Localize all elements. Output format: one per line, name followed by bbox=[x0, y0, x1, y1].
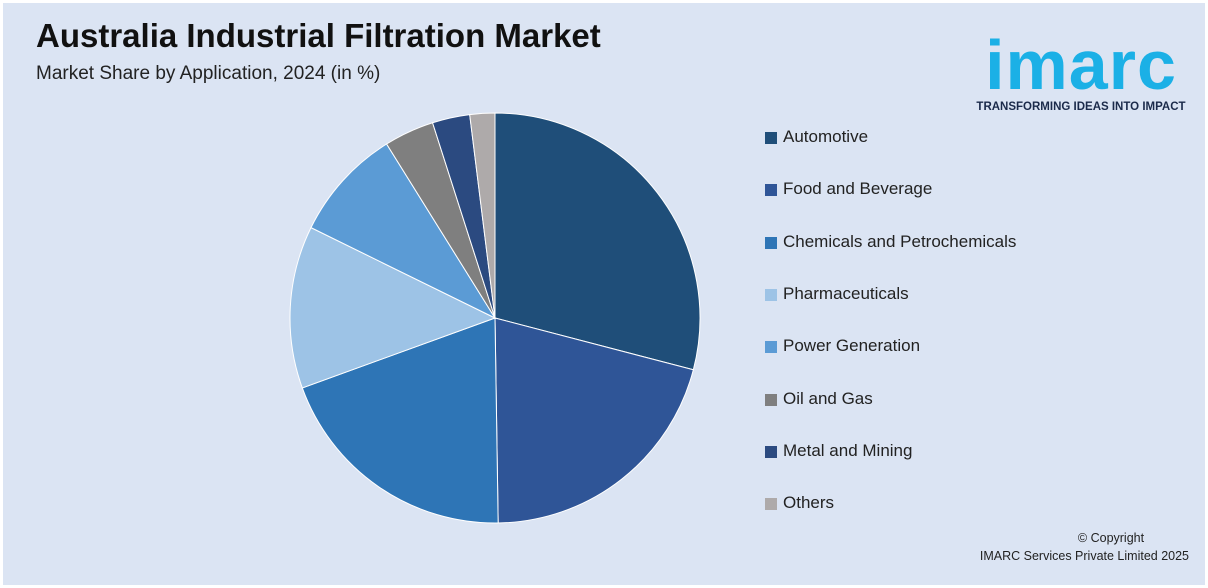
pie-slice-automotive bbox=[494, 112, 701, 371]
pie-slice-power-generation bbox=[310, 143, 497, 320]
pie-slice-pharmaceuticals bbox=[289, 226, 497, 389]
pie-slice-others bbox=[469, 112, 496, 319]
legend-label: Others bbox=[783, 493, 835, 513]
copyright-line-2: IMARC Services Private Limited 2025 bbox=[979, 549, 1189, 563]
legend-label: Pharmaceuticals bbox=[783, 283, 909, 303]
chart-subtitle: Market Share by Application, 2024 (in %) bbox=[36, 63, 381, 84]
legend-label: Food and Beverage bbox=[783, 179, 933, 199]
pie-slice-food-and-beverage bbox=[494, 317, 694, 524]
legend-label: Oil and Gas bbox=[783, 388, 873, 408]
legend-swatch bbox=[765, 184, 777, 197]
legend-swatch bbox=[765, 132, 777, 144]
logo-tagline: TRANSFORMING IDEAS INTO IMPACT bbox=[976, 101, 1186, 113]
chart-frame: Australia Industrial Filtration Market M… bbox=[3, 3, 1205, 585]
legend-label: Metal and Mining bbox=[783, 440, 913, 460]
legend-swatch bbox=[765, 236, 777, 249]
copyright-line-1: © Copyright bbox=[1077, 531, 1145, 545]
legend-label: Automotive bbox=[783, 127, 869, 146]
pie-slice-chemicals-and-petrochemicals bbox=[301, 317, 499, 524]
logo-wordmark: imarc bbox=[985, 26, 1177, 104]
legend-swatch bbox=[765, 393, 777, 406]
copyright-notice: © Copyright IMARC Services Private Limit… bbox=[963, 529, 1189, 565]
legend-swatch bbox=[765, 288, 777, 301]
legend-label: Chemicals and Petrochemicals bbox=[783, 231, 1017, 251]
legend-label: Power Generation bbox=[783, 336, 921, 356]
legend-swatch bbox=[765, 498, 777, 511]
legend-swatch bbox=[765, 445, 777, 458]
pie-chart bbox=[289, 112, 701, 524]
imarc-logo: imarc TRANSFORMING IDEAS INTO IMPACT bbox=[965, 15, 1197, 119]
chart-title: Australia Industrial Filtration Market bbox=[36, 17, 601, 54]
legend-swatch bbox=[765, 341, 777, 354]
